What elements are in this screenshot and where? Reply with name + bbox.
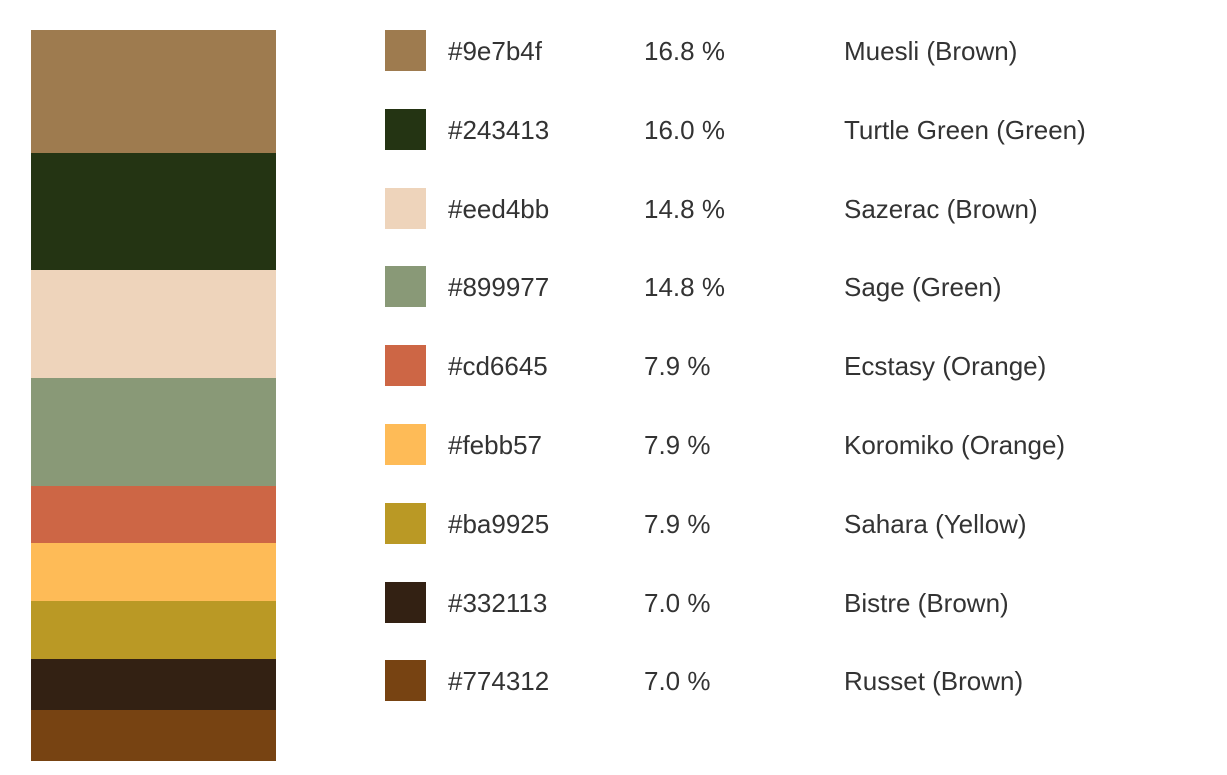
stack-segment [31, 270, 276, 378]
legend-row: #774312 7.0 % Russet (Brown) [385, 660, 1205, 702]
hex-code: #243413 [448, 115, 550, 145]
percentage-label: 14.8 % [644, 272, 725, 302]
color-name: Turtle Green (Green) [844, 115, 1086, 145]
color-swatch [385, 266, 426, 307]
percentage-label: 7.9 % [644, 509, 711, 539]
hex-code: #febb57 [448, 430, 542, 460]
legend-row: #899977 14.8 % Sage (Green) [385, 266, 1205, 308]
stack-segment [31, 659, 276, 710]
stack-segment [31, 601, 276, 659]
hex-code: #774312 [448, 666, 550, 696]
color-name: Muesli (Brown) [844, 36, 1018, 66]
legend-row: #332113 7.0 % Bistre (Brown) [385, 582, 1205, 624]
hex-code: #9e7b4f [448, 36, 542, 66]
color-name: Sahara (Yellow) [844, 509, 1027, 539]
stack-segment [31, 378, 276, 486]
percentage-label: 7.9 % [644, 430, 711, 460]
color-name: Sazerac (Brown) [844, 194, 1038, 224]
color-swatch [385, 582, 426, 623]
color-swatch [385, 188, 426, 229]
color-name: Bistre (Brown) [844, 588, 1009, 618]
hex-code: #cd6645 [448, 351, 548, 381]
stacked-color-bar [31, 30, 276, 761]
color-swatch [385, 424, 426, 465]
percentage-label: 7.0 % [644, 666, 711, 696]
percentage-label: 7.0 % [644, 588, 711, 618]
color-swatch [385, 660, 426, 701]
color-name: Ecstasy (Orange) [844, 351, 1047, 381]
hex-code: #332113 [448, 588, 548, 618]
legend-row: #febb57 7.9 % Koromiko (Orange) [385, 424, 1205, 466]
color-name: Russet (Brown) [844, 666, 1024, 696]
percentage-label: 16.0 % [644, 115, 725, 145]
color-swatch [385, 30, 426, 71]
hex-code: #899977 [448, 272, 550, 302]
legend-row: #9e7b4f 16.8 % Muesli (Brown) [385, 30, 1205, 72]
stack-segment [31, 486, 276, 543]
legend-row: #ba9925 7.9 % Sahara (Yellow) [385, 503, 1205, 545]
legend-row: #243413 16.0 % Turtle Green (Green) [385, 109, 1205, 151]
stack-segment [31, 710, 276, 761]
legend-row: #cd6645 7.9 % Ecstasy (Orange) [385, 345, 1205, 387]
hex-code: #ba9925 [448, 509, 550, 539]
stack-segment [31, 153, 276, 270]
color-name: Koromiko (Orange) [844, 430, 1066, 460]
percentage-label: 16.8 % [644, 36, 725, 66]
percentage-label: 7.9 % [644, 351, 711, 381]
percentage-label: 14.8 % [644, 194, 725, 224]
stack-segment [31, 30, 276, 153]
legend-row: #eed4bb 14.8 % Sazerac (Brown) [385, 188, 1205, 230]
hex-code: #eed4bb [448, 194, 550, 224]
stack-segment [31, 543, 276, 601]
color-swatch [385, 109, 426, 150]
color-swatch [385, 503, 426, 544]
color-swatch [385, 345, 426, 386]
color-name: Sage (Green) [844, 272, 1002, 302]
